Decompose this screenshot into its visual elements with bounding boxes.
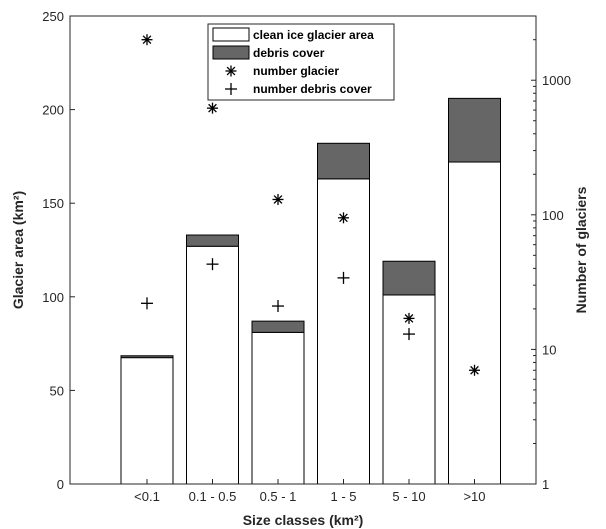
bar-debris-cover xyxy=(448,97,501,163)
legend-label-number-glacier: number glacier xyxy=(253,64,339,78)
legend: clean ice glacier area debris cover numb… xyxy=(207,23,395,101)
y2-tick-label: 1 xyxy=(542,477,549,492)
bar-clean-ice xyxy=(186,245,239,485)
point-number-glacier xyxy=(207,102,218,114)
y2-axis-label: Number of glaciers xyxy=(573,186,589,313)
bar-clean-ice xyxy=(120,357,174,485)
bar-debris-cover xyxy=(120,355,174,359)
point-number-glacier xyxy=(469,364,480,376)
bar-clean-ice xyxy=(448,161,501,485)
legend-swatch-clean-ice xyxy=(212,27,250,42)
x-tick-label: 0.5 - 1 xyxy=(260,489,297,504)
y-tick-label: 150 xyxy=(42,196,64,211)
x-tick-label: <0.1 xyxy=(134,489,160,504)
bar-debris-cover xyxy=(186,234,239,247)
point-number-debris-cover xyxy=(141,297,153,310)
point-number-glacier xyxy=(272,193,284,205)
x-axis-label: Size classes (km²) xyxy=(243,512,364,528)
x-axis-ticks: <0.1 0.1 - 0.5 0.5 - 1 1 - 5 5 - 10 >10 xyxy=(134,479,486,504)
legend-label-number-debris: number debris cover xyxy=(253,82,372,96)
y-tick-label: 0 xyxy=(57,477,64,492)
point-number-glacier xyxy=(338,212,349,224)
y2-tick-label: 1000 xyxy=(542,73,571,88)
legend-label-clean-ice: clean ice glacier area xyxy=(253,28,374,42)
plot-frame xyxy=(69,15,537,485)
point-number-glacier xyxy=(141,34,153,46)
x-tick-label: 1 - 5 xyxy=(330,489,356,504)
legend-star-symbol xyxy=(225,65,237,77)
x-tick-label: >10 xyxy=(463,489,485,504)
y-tick-label: 100 xyxy=(42,290,64,305)
bar-debris-cover xyxy=(251,320,305,333)
y-tick-label: 250 xyxy=(42,9,64,24)
y-tick-label: 200 xyxy=(42,103,64,118)
y2-tick-label: 100 xyxy=(542,208,564,223)
y2-tick-label: 10 xyxy=(542,342,556,357)
bar-layer xyxy=(120,97,501,485)
bar-debris-cover xyxy=(317,142,370,180)
legend-marker-number-glacier xyxy=(225,65,237,77)
y-tick-label: 50 xyxy=(50,383,64,398)
legend-plus-symbol xyxy=(225,83,237,95)
y-axis-label: Glacier area (km²) xyxy=(10,191,26,309)
point-number-debris-cover xyxy=(272,300,284,313)
bar-debris-cover xyxy=(382,260,436,296)
legend-marker-number-debris xyxy=(225,83,237,95)
right-axis-ticks: 1 10 100 1000 xyxy=(531,15,571,492)
x-tick-label: 5 - 10 xyxy=(392,489,425,504)
point-number-debris-cover xyxy=(337,271,350,284)
x-tick-label: 0.1 - 0.5 xyxy=(189,489,237,504)
point-number-debris-cover xyxy=(403,328,415,341)
left-axis-ticks: 0 50 100 150 200 250 xyxy=(42,9,75,492)
bar-clean-ice xyxy=(251,331,305,485)
point-number-glacier xyxy=(403,312,415,324)
marker-layer xyxy=(141,34,480,376)
legend-swatch-debris xyxy=(212,45,250,60)
legend-label-debris: debris cover xyxy=(253,46,325,60)
point-number-debris-cover xyxy=(206,258,219,271)
bar-clean-ice xyxy=(317,178,370,485)
